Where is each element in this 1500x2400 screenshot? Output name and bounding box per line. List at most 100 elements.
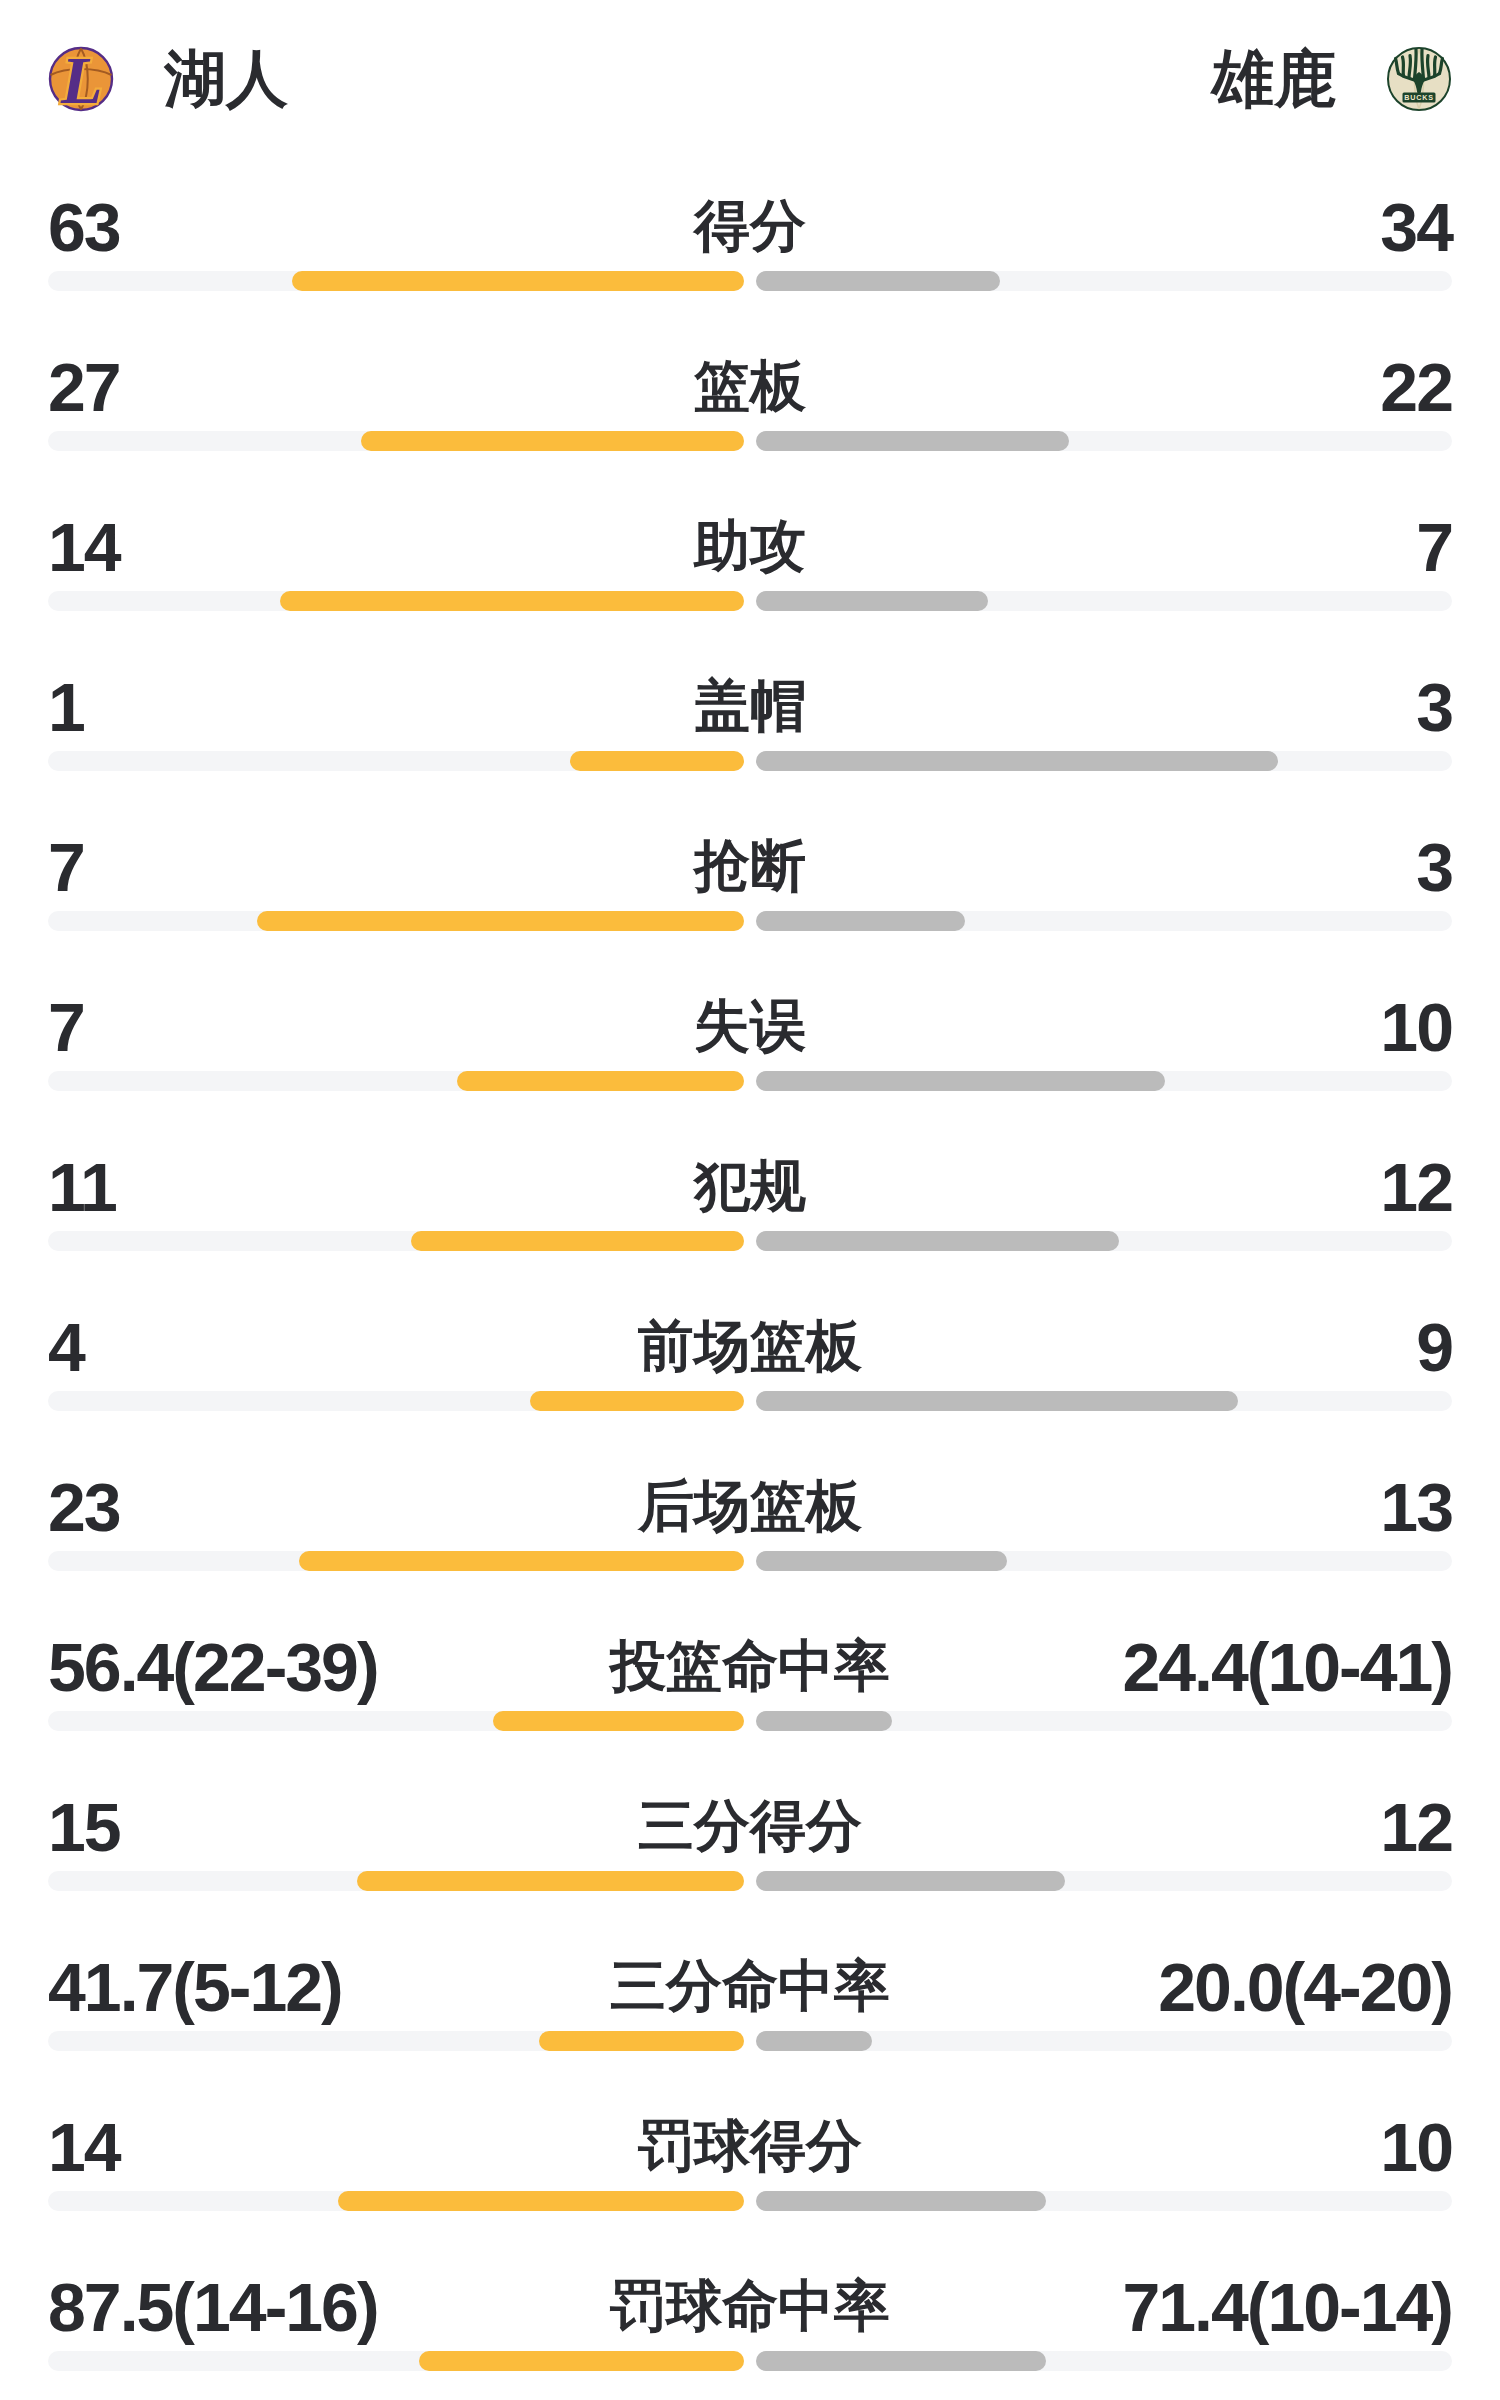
home-bar-track xyxy=(48,911,744,931)
home-bar-fill xyxy=(570,751,744,771)
away-value: 10 xyxy=(1380,2117,1452,2177)
away-value: 3 xyxy=(1416,837,1452,897)
home-value: 11 xyxy=(48,1157,116,1217)
stat-row: 23 后场篮板 13 xyxy=(0,1450,1500,1610)
home-bar-track xyxy=(48,751,744,771)
away-bar-track xyxy=(756,2191,1452,2211)
away-bar-fill xyxy=(756,1551,1007,1571)
away-bar-fill xyxy=(756,2191,1046,2211)
svg-text:BUCKS: BUCKS xyxy=(1404,93,1434,102)
stat-row: 7 抢断 3 xyxy=(0,810,1500,970)
stat-line: 7 失误 10 xyxy=(48,997,1452,1057)
away-value: 13 xyxy=(1380,1477,1452,1537)
away-bar-fill xyxy=(756,911,965,931)
team-left: L L 湖人 xyxy=(48,37,288,121)
away-bar-fill xyxy=(756,2351,1046,2371)
stat-bars xyxy=(48,1071,1452,1091)
stat-line: 14 罚球得分 10 xyxy=(48,2117,1452,2177)
away-bar-fill xyxy=(756,1711,892,1731)
home-bar-fill xyxy=(493,1711,744,1731)
away-bar-track xyxy=(756,591,1452,611)
away-bar-fill xyxy=(756,431,1069,451)
stat-row: 56.4(22-39) 投篮命中率 24.4(10-41) xyxy=(0,1610,1500,1770)
stat-label: 犯规 xyxy=(694,1149,806,1225)
home-bar-track xyxy=(48,591,744,611)
away-bar-track xyxy=(756,2351,1452,2371)
home-bar-fill xyxy=(457,1071,744,1091)
stat-line: 15 三分得分 12 xyxy=(48,1797,1452,1857)
team-stats-page: L L 湖人 雄鹿 xyxy=(0,0,1500,2400)
bucks-logo: BUCKS xyxy=(1386,46,1452,112)
stat-label: 投篮命中率 xyxy=(610,1629,890,1705)
stat-row: 7 失误 10 xyxy=(0,970,1500,1130)
away-bar-track xyxy=(756,1711,1452,1731)
away-bar-fill xyxy=(756,1231,1119,1251)
away-bar-track xyxy=(756,1871,1452,1891)
away-bar-fill xyxy=(756,271,1000,291)
home-value: 63 xyxy=(48,197,120,257)
away-bar-fill xyxy=(756,591,988,611)
away-bar-fill xyxy=(756,2031,872,2051)
away-value: 71.4(10-14) xyxy=(1122,2277,1452,2337)
stat-bars xyxy=(48,1551,1452,1571)
stat-row: 27 篮板 22 xyxy=(0,330,1500,490)
home-value: 23 xyxy=(48,1477,120,1537)
home-bar-fill xyxy=(539,2031,744,2051)
stat-bars xyxy=(48,1231,1452,1251)
stat-bars xyxy=(48,2031,1452,2051)
team-name-left: 湖人 xyxy=(164,37,288,121)
home-bar-track xyxy=(48,1391,744,1411)
stat-bars xyxy=(48,271,1452,291)
away-value: 12 xyxy=(1380,1797,1452,1857)
stat-bars xyxy=(48,1711,1452,1731)
home-bar-track xyxy=(48,2191,744,2211)
stat-bars xyxy=(48,2191,1452,2211)
home-value: 15 xyxy=(48,1797,120,1857)
stat-row: 63 得分 34 xyxy=(0,170,1500,330)
stat-line: 87.5(14-16) 罚球命中率 71.4(10-14) xyxy=(48,2277,1452,2337)
scoreboard-header: L L 湖人 雄鹿 xyxy=(48,46,1452,112)
home-bar-fill xyxy=(280,591,744,611)
home-value: 87.5(14-16) xyxy=(48,2277,378,2337)
home-bar-fill xyxy=(530,1391,744,1411)
stat-line: 27 篮板 22 xyxy=(48,357,1452,417)
home-value: 14 xyxy=(48,517,120,577)
team-name-right: 雄鹿 xyxy=(1212,37,1336,121)
home-bar-fill xyxy=(338,2191,744,2211)
away-bar-fill xyxy=(756,1391,1238,1411)
stat-label: 前场篮板 xyxy=(638,1309,862,1385)
home-value: 41.7(5-12) xyxy=(48,1957,342,2017)
stat-bars xyxy=(48,1391,1452,1411)
home-bar-fill xyxy=(357,1871,744,1891)
home-bar-fill xyxy=(257,911,744,931)
stat-line: 23 后场篮板 13 xyxy=(48,1477,1452,1537)
away-value: 12 xyxy=(1380,1157,1452,1217)
team-right: 雄鹿 BUCKS xyxy=(1212,37,1452,121)
stat-label: 抢断 xyxy=(694,829,806,905)
home-bar-track xyxy=(48,1071,744,1091)
home-bar-track xyxy=(48,2351,744,2371)
away-bar-track xyxy=(756,1071,1452,1091)
home-bar-fill xyxy=(419,2351,744,2371)
stat-line: 56.4(22-39) 投篮命中率 24.4(10-41) xyxy=(48,1637,1452,1697)
stat-row: 14 助攻 7 xyxy=(0,490,1500,650)
stat-bars xyxy=(48,591,1452,611)
stat-row: 14 罚球得分 10 xyxy=(0,2090,1500,2250)
away-value: 3 xyxy=(1416,677,1452,737)
stat-label: 罚球得分 xyxy=(638,2109,862,2185)
stat-label: 后场篮板 xyxy=(638,1469,862,1545)
away-bar-track xyxy=(756,271,1452,291)
away-value: 20.0(4-20) xyxy=(1158,1957,1452,2017)
home-bar-track xyxy=(48,2031,744,2051)
home-bar-fill xyxy=(361,431,744,451)
stat-row: 41.7(5-12) 三分命中率 20.0(4-20) xyxy=(0,1930,1500,2090)
stat-row: 1 盖帽 3 xyxy=(0,650,1500,810)
home-bar-track xyxy=(48,431,744,451)
stat-label: 篮板 xyxy=(694,349,806,425)
away-bar-fill xyxy=(756,1871,1065,1891)
home-bar-fill xyxy=(299,1551,744,1571)
away-bar-track xyxy=(756,911,1452,931)
stat-bars xyxy=(48,911,1452,931)
stat-line: 4 前场篮板 9 xyxy=(48,1317,1452,1377)
stat-bars xyxy=(48,1871,1452,1891)
